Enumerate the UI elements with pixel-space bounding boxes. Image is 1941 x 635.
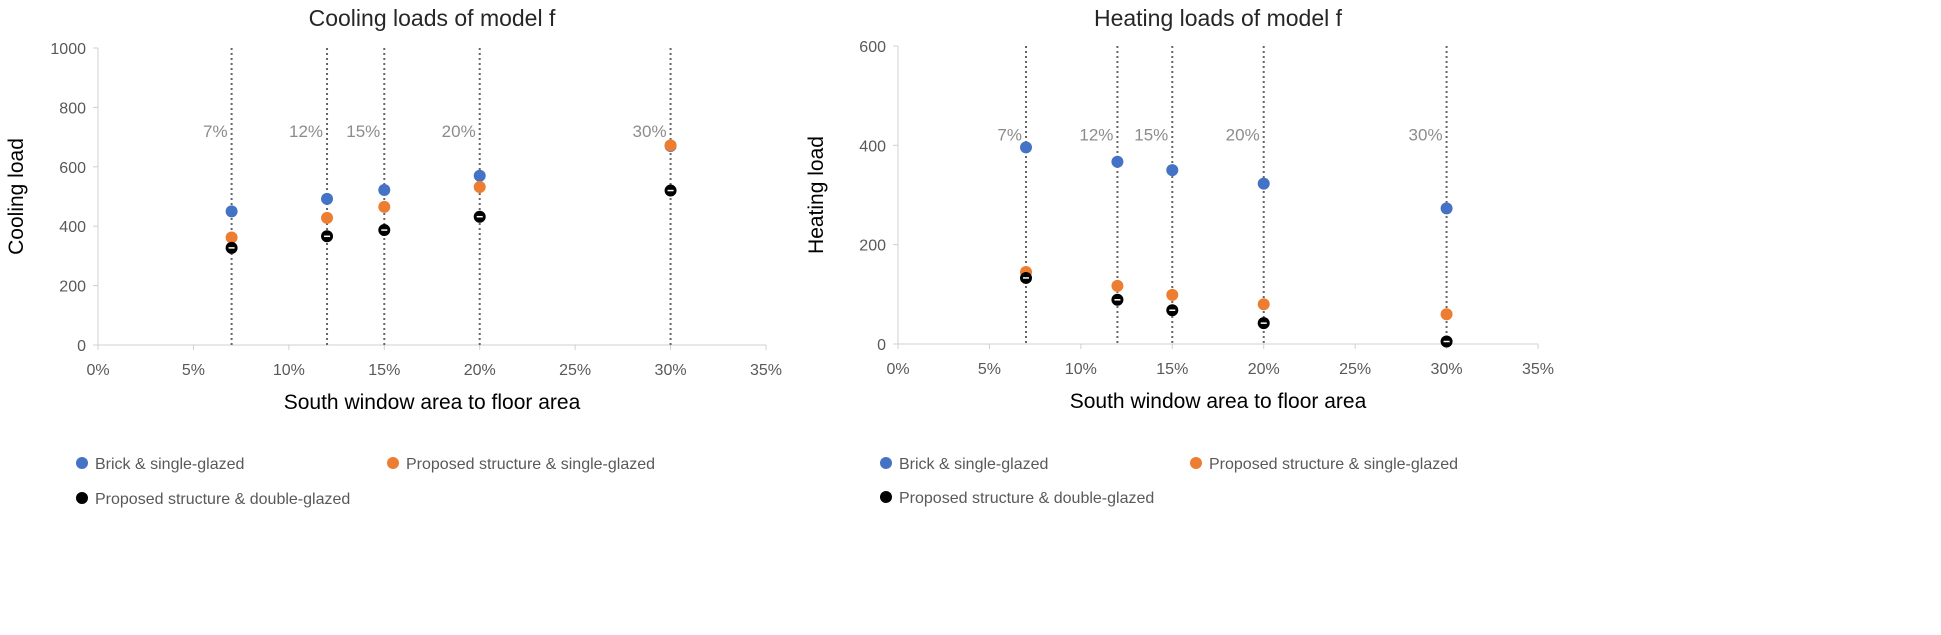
legend-label-brick-single-glazed: Brick & single-glazed	[95, 456, 244, 473]
legend-label-proposed-single-glazed: Proposed structure & single-glazed	[406, 456, 655, 473]
data-point-brick-single-glazed	[225, 205, 238, 218]
heating-loads-chart: Heating loads of model f 0 200 400 600 0% 5% 10…	[805, 5, 1554, 507]
x-axis-label: South window area to floor area	[1070, 390, 1367, 413]
reference-line-label: 15%	[346, 122, 380, 141]
data-point-proposed-single-glazed	[321, 211, 334, 224]
x-tick-label: 15%	[1156, 361, 1188, 378]
chart-title: Heating loads of model f	[1094, 5, 1343, 31]
y-tick-label: 0	[77, 338, 86, 355]
reference-line-label: 30%	[1409, 125, 1443, 144]
reference-line-label: 12%	[289, 122, 323, 141]
legend-label-proposed-single-glazed: Proposed structure & single-glazed	[1209, 456, 1458, 473]
data-point-proposed-single-glazed	[664, 139, 677, 152]
reference-line-label: 20%	[1226, 125, 1260, 144]
x-tick-label: 10%	[273, 362, 305, 379]
y-tick-label: 200	[59, 279, 86, 296]
reference-line-label: 30%	[633, 122, 667, 141]
x-tick-label: 15%	[368, 362, 400, 379]
data-point-proposed-single-glazed	[1111, 279, 1124, 292]
data-point-brick-single-glazed	[473, 169, 486, 182]
data-point-brick-single-glazed	[378, 183, 391, 196]
x-tick-label: 5%	[182, 362, 205, 379]
legend-marker-proposed-double-glazed	[76, 492, 88, 504]
y-tick-label: 1000	[50, 41, 86, 58]
x-tick-label: 20%	[1248, 361, 1280, 378]
y-tick-label: 200	[859, 238, 886, 255]
x-tick-label: 25%	[1339, 361, 1371, 378]
data-point-brick-single-glazed	[1020, 141, 1032, 154]
legend-marker-proposed-double-glazed	[880, 491, 892, 503]
legend-marker-proposed-single-glazed	[1190, 457, 1202, 469]
legend-label-proposed-double-glazed: Proposed structure & double-glazed	[95, 491, 350, 508]
y-axis-label: Heating load	[805, 136, 828, 254]
x-tick-label: 30%	[655, 362, 687, 379]
data-point-proposed-single-glazed	[1166, 288, 1179, 301]
reference-line-label: 20%	[442, 122, 476, 141]
legend-marker-proposed-single-glazed	[387, 457, 399, 469]
y-tick-label: 400	[859, 138, 886, 155]
y-tick-label: 600	[859, 39, 886, 56]
reference-line-label: 7%	[997, 125, 1022, 144]
y-tick-label: 600	[59, 160, 86, 177]
x-tick-label: 35%	[1522, 361, 1554, 378]
cooling-loads-chart: Cooling loads of model f 0 200 400 600 800 100…	[5, 5, 782, 508]
data-point-brick-single-glazed	[1257, 177, 1270, 190]
legend-marker-brick-single-glazed	[76, 457, 88, 469]
reference-line-label: 12%	[1079, 125, 1113, 144]
data-point-brick-single-glazed	[1111, 155, 1124, 168]
legend-label-proposed-double-glazed: Proposed structure & double-glazed	[899, 490, 1154, 507]
x-tick-label: 5%	[978, 361, 1001, 378]
x-tick-label: 35%	[750, 362, 782, 379]
y-tick-label: 800	[59, 100, 86, 117]
x-tick-label: 25%	[559, 362, 591, 379]
x-tick-label: 20%	[464, 362, 496, 379]
data-point-brick-single-glazed	[321, 192, 334, 205]
x-tick-label: 10%	[1065, 361, 1097, 378]
y-axis-label: Cooling load	[5, 138, 28, 255]
data-point-proposed-single-glazed	[225, 231, 238, 244]
reference-line-label: 7%	[203, 122, 228, 141]
y-tick-label: 0	[877, 337, 886, 354]
data-point-proposed-single-glazed	[1440, 308, 1453, 321]
chart-title: Cooling loads of model f	[309, 5, 556, 31]
reference-line-label: 15%	[1134, 125, 1168, 144]
data-point-proposed-single-glazed	[473, 180, 486, 193]
x-tick-label: 0%	[86, 362, 109, 379]
data-point-proposed-single-glazed	[378, 200, 391, 213]
legend-label-brick-single-glazed: Brick & single-glazed	[899, 456, 1048, 473]
data-point-brick-single-glazed	[1440, 202, 1453, 215]
x-tick-label: 0%	[886, 361, 909, 378]
data-point-proposed-single-glazed	[1257, 298, 1270, 311]
x-axis-label: South window area to floor area	[284, 391, 581, 414]
data-point-brick-single-glazed	[1166, 164, 1179, 177]
y-tick-label: 400	[59, 219, 86, 236]
x-tick-label: 30%	[1431, 361, 1463, 378]
legend-marker-brick-single-glazed	[880, 457, 892, 469]
